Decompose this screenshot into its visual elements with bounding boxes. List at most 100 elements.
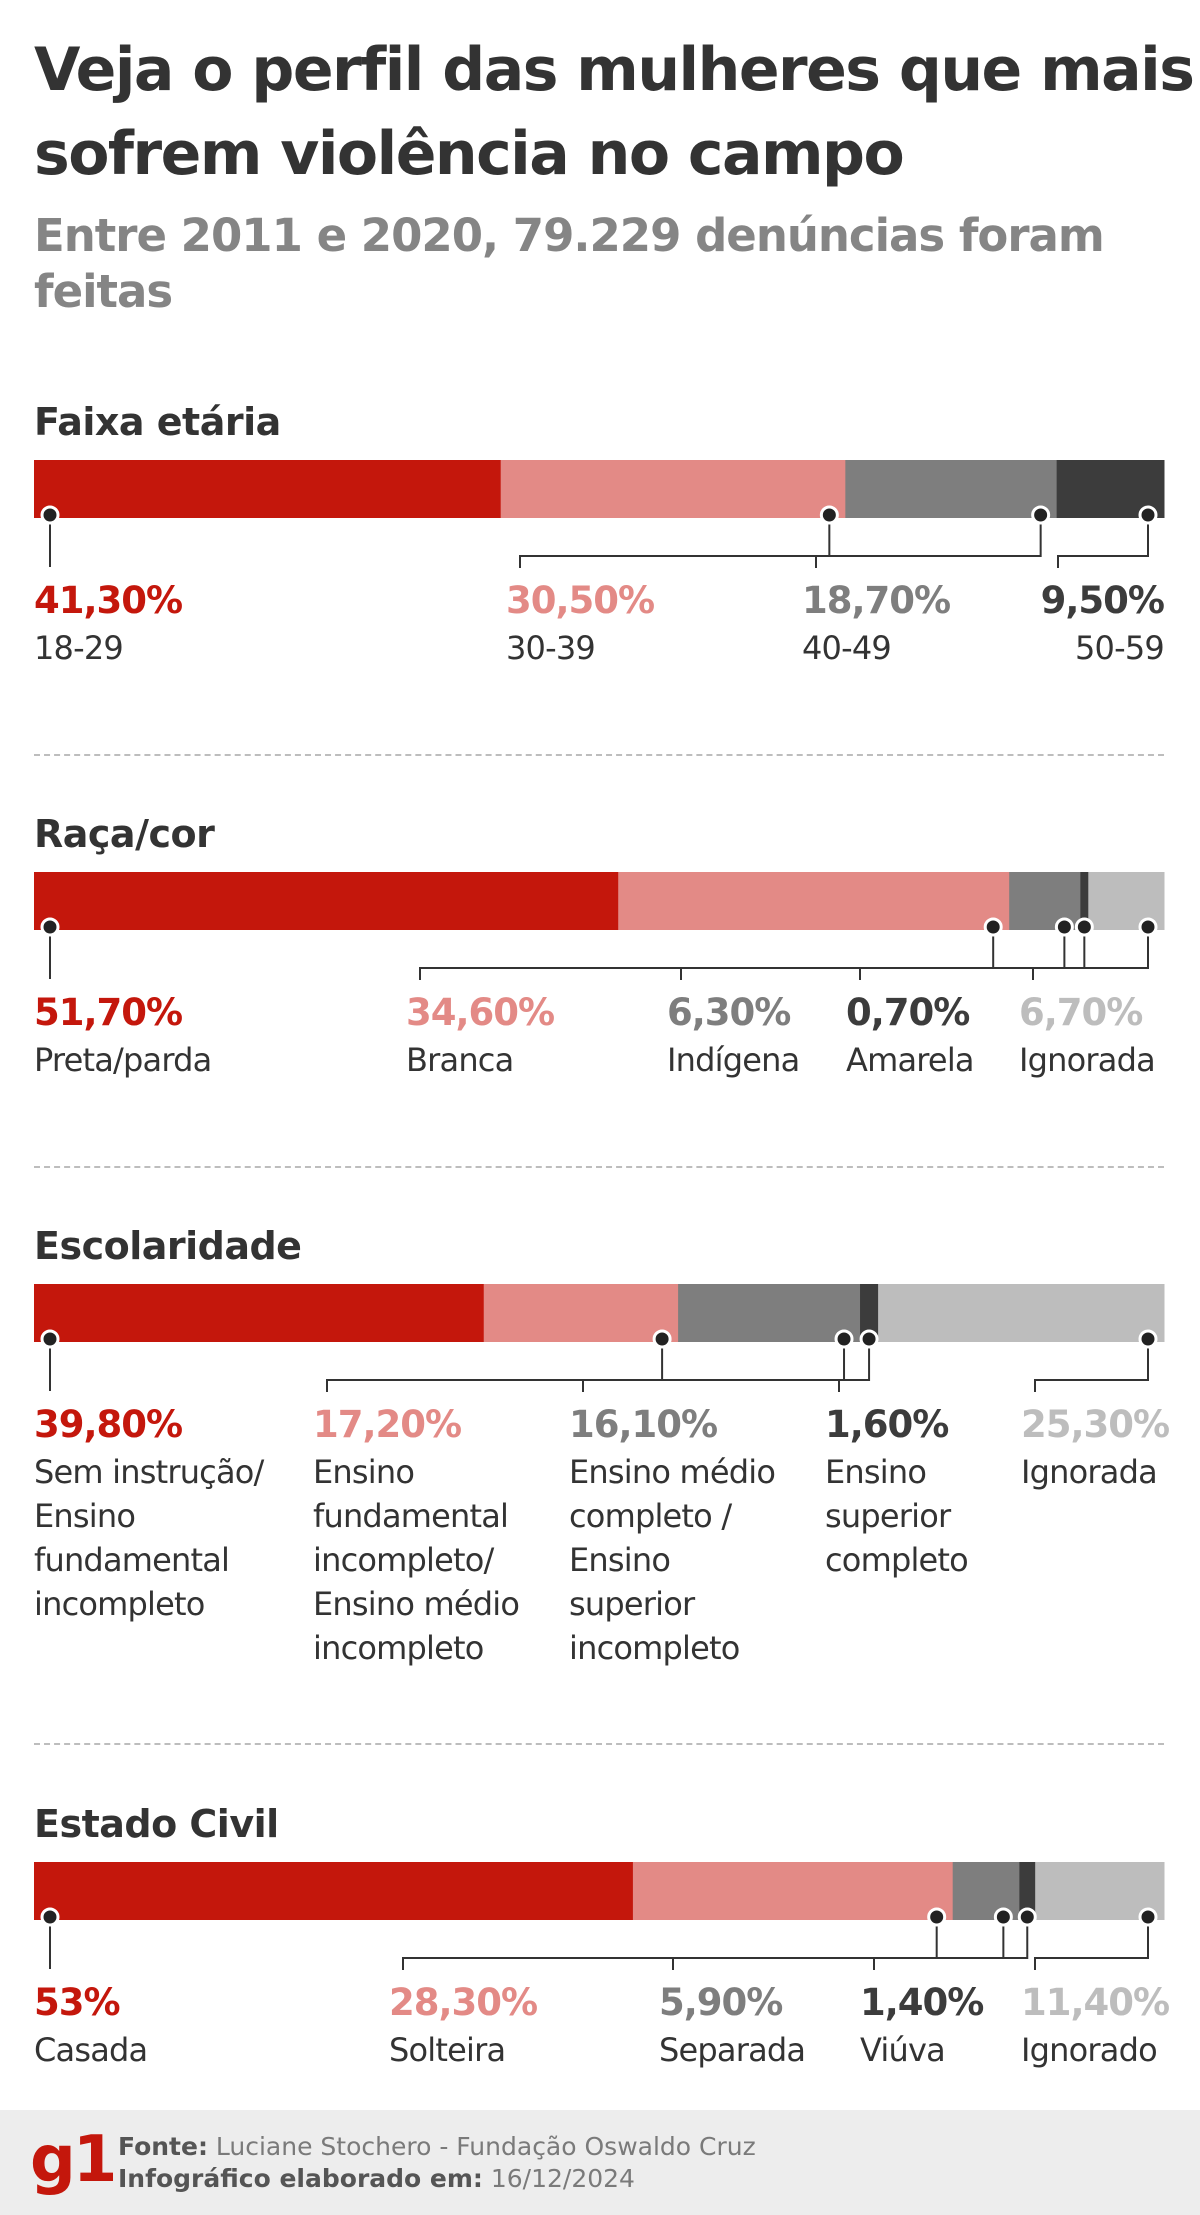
faixa-etaria-category-label-2: 30-39	[506, 629, 595, 667]
g1-logo: g1	[30, 2123, 117, 2197]
faixa-etaria-category-label-1: 18-29	[34, 629, 123, 667]
escolaridade-category-label-3: incompleto	[569, 1629, 740, 1667]
faixa-etaria-value-label-2: 30,50%	[506, 579, 654, 622]
footer-date-text: 16/12/2024	[490, 2164, 635, 2193]
estado-civil-category-label-2: Solteira	[389, 2031, 505, 2069]
raca-cor-marker-5	[1138, 917, 1158, 937]
estado-civil-marker-1	[40, 1907, 60, 1927]
estado-civil-category-label-5: Ignorado	[1021, 2031, 1157, 2069]
raca-cor-leader-line-2	[419, 927, 995, 980]
faixa-etaria-bar-3	[845, 460, 1058, 518]
raca-cor-bar-2	[618, 872, 1010, 930]
escolaridade-category-label-1: incompleto	[34, 1585, 205, 1623]
escolaridade-marker-1	[40, 1329, 60, 1349]
raca-cor-value-label-3: 6,30%	[667, 991, 790, 1034]
footer: g1 Fonte: Luciane Stochero - Fundação Os…	[0, 2110, 1200, 2215]
raca-cor-category-label-2: Branca	[406, 1041, 513, 1079]
raca-cor-value-label-1: 51,70%	[34, 991, 182, 1034]
faixa-etaria-category-label-3: 40-49	[802, 629, 891, 667]
escolaridade-category-label-3: completo /	[569, 1497, 732, 1535]
estado-civil-value-label-4: 1,40%	[860, 1981, 983, 2024]
faixa-etaria-leader-line-2	[519, 515, 831, 568]
escolaridade-chart: 39,80% Sem instrução/Ensino fundamental inc…	[34, 1284, 1170, 1667]
escolaridade-category-label-1: Ensino	[34, 1497, 135, 1535]
escolaridade-category-label-2: Ensino médio	[313, 1585, 519, 1623]
escolaridade-bar-3	[678, 1284, 861, 1342]
escolaridade-category-label-4: Ensino	[825, 1453, 926, 1491]
escolaridade-value-label-1: 39,80%	[34, 1403, 182, 1446]
escolaridade-marker-4	[859, 1329, 879, 1349]
faixa-etaria-leader-line-3	[815, 515, 1042, 568]
faixa-etaria-chart: 41,30% 18-29 30,50% 30-39 18,70% 40-49 9,50% 50…	[34, 460, 1165, 667]
estado-civil-leader-line-2	[402, 1917, 938, 1970]
raca-cor-value-label-4: 0,70%	[846, 991, 969, 1034]
escolaridade-value-label-4: 1,60%	[825, 1403, 948, 1446]
raca-cor-bar-4	[1080, 872, 1089, 930]
escolaridade-category-label-1: fundamental	[34, 1541, 229, 1579]
escolaridade-value-label-5: 25,30%	[1021, 1403, 1169, 1446]
faixa-etaria-value-label-1: 41,30%	[34, 579, 182, 622]
escolaridade-bar-2	[483, 1284, 679, 1342]
footer-source: Fonte: Luciane Stochero - Fundação Oswal…	[118, 2132, 756, 2162]
section-title-faixa-etaria: Faixa etária	[34, 400, 281, 444]
estado-civil-value-label-3: 5,90%	[659, 1981, 782, 2024]
escolaridade-bar-5	[878, 1284, 1165, 1342]
faixa-etaria-category-label-4: 50-59	[1075, 629, 1164, 667]
escolaridade-value-label-3: 16,10%	[569, 1403, 717, 1446]
estado-civil-bar-1	[34, 1862, 634, 1920]
estado-civil-value-label-2: 28,30%	[389, 1981, 537, 2024]
section-title-estado-civil: Estado Civil	[34, 1802, 279, 1846]
estado-civil-category-label-1: Casada	[34, 2031, 147, 2069]
estado-civil-value-label-1: 53%	[34, 1981, 120, 2024]
escolaridade-marker-2	[652, 1329, 672, 1349]
raca-cor-marker-1	[40, 917, 60, 937]
escolaridade-category-label-3: Ensino médio	[569, 1453, 775, 1491]
section-divider	[34, 1743, 1164, 1745]
raca-cor-leader-line-5	[1032, 927, 1149, 980]
raca-cor-leader-line-4	[859, 927, 1086, 980]
escolaridade-bar-1	[34, 1284, 485, 1342]
faixa-etaria-marker-3	[1031, 505, 1051, 525]
estado-civil-marker-5	[1138, 1907, 1158, 1927]
raca-cor-leader-line-3	[680, 927, 1066, 980]
faixa-etaria-leader-line-4	[1057, 515, 1149, 568]
estado-civil-chart: 53% Casada 28,30% Solteira 5,90% Separada 1,40…	[34, 1862, 1170, 2069]
faixa-etaria-bar-2	[500, 460, 846, 518]
raca-cor-bar-1	[34, 872, 619, 930]
estado-civil-leader-line-3	[672, 1917, 1005, 1970]
raca-cor-marker-4	[1074, 917, 1094, 937]
footer-source-label: Fonte:	[118, 2132, 208, 2161]
escolaridade-leader-line-3	[582, 1339, 846, 1392]
escolaridade-category-label-2: incompleto	[313, 1629, 484, 1667]
escolaridade-category-label-4: superior	[825, 1497, 952, 1535]
escolaridade-leader-line-2	[326, 1339, 664, 1392]
faixa-etaria-value-label-4: 9,50%	[1041, 579, 1164, 622]
section-title-raca-cor: Raça/cor	[34, 812, 215, 856]
raca-cor-marker-3	[1054, 917, 1074, 937]
estado-civil-marker-2	[927, 1907, 947, 1927]
escolaridade-category-label-2: incompleto/	[313, 1541, 495, 1579]
footer-date: Infográfico elaborado em: 16/12/2024	[118, 2164, 635, 2194]
estado-civil-bar-4	[1019, 1862, 1036, 1920]
footer-date-label: Infográfico elaborado em:	[118, 2164, 483, 2193]
estado-civil-marker-3	[993, 1907, 1013, 1927]
escolaridade-category-label-2: Ensino	[313, 1453, 414, 1491]
section-title-escolaridade: Escolaridade	[34, 1224, 302, 1268]
raca-cor-category-label-1: Preta/parda	[34, 1041, 211, 1079]
escolaridade-category-label-3: Ensino	[569, 1541, 670, 1579]
faixa-etaria-marker-1	[40, 505, 60, 525]
raca-cor-category-label-4: Amarela	[846, 1041, 974, 1079]
estado-civil-category-label-3: Separada	[659, 2031, 805, 2069]
estado-civil-category-label-4: Viúva	[860, 2031, 945, 2069]
escolaridade-marker-5	[1138, 1329, 1158, 1349]
estado-civil-leader-line-4	[873, 1917, 1029, 1970]
page-title: Veja o perfil das mulheres que mais sofr…	[34, 35, 1195, 189]
section-divider	[34, 754, 1164, 756]
escolaridade-category-label-3: superior	[569, 1585, 696, 1623]
page-subtitle: Entre 2011 e 2020, 79.229 denúncias fora…	[34, 209, 1105, 318]
raca-cor-category-label-5: Ignorada	[1019, 1041, 1155, 1079]
escolaridade-category-label-2: fundamental	[313, 1497, 508, 1535]
estado-civil-marker-4	[1017, 1907, 1037, 1927]
estado-civil-bar-2	[632, 1862, 954, 1920]
faixa-etaria-bar-1	[34, 460, 502, 518]
